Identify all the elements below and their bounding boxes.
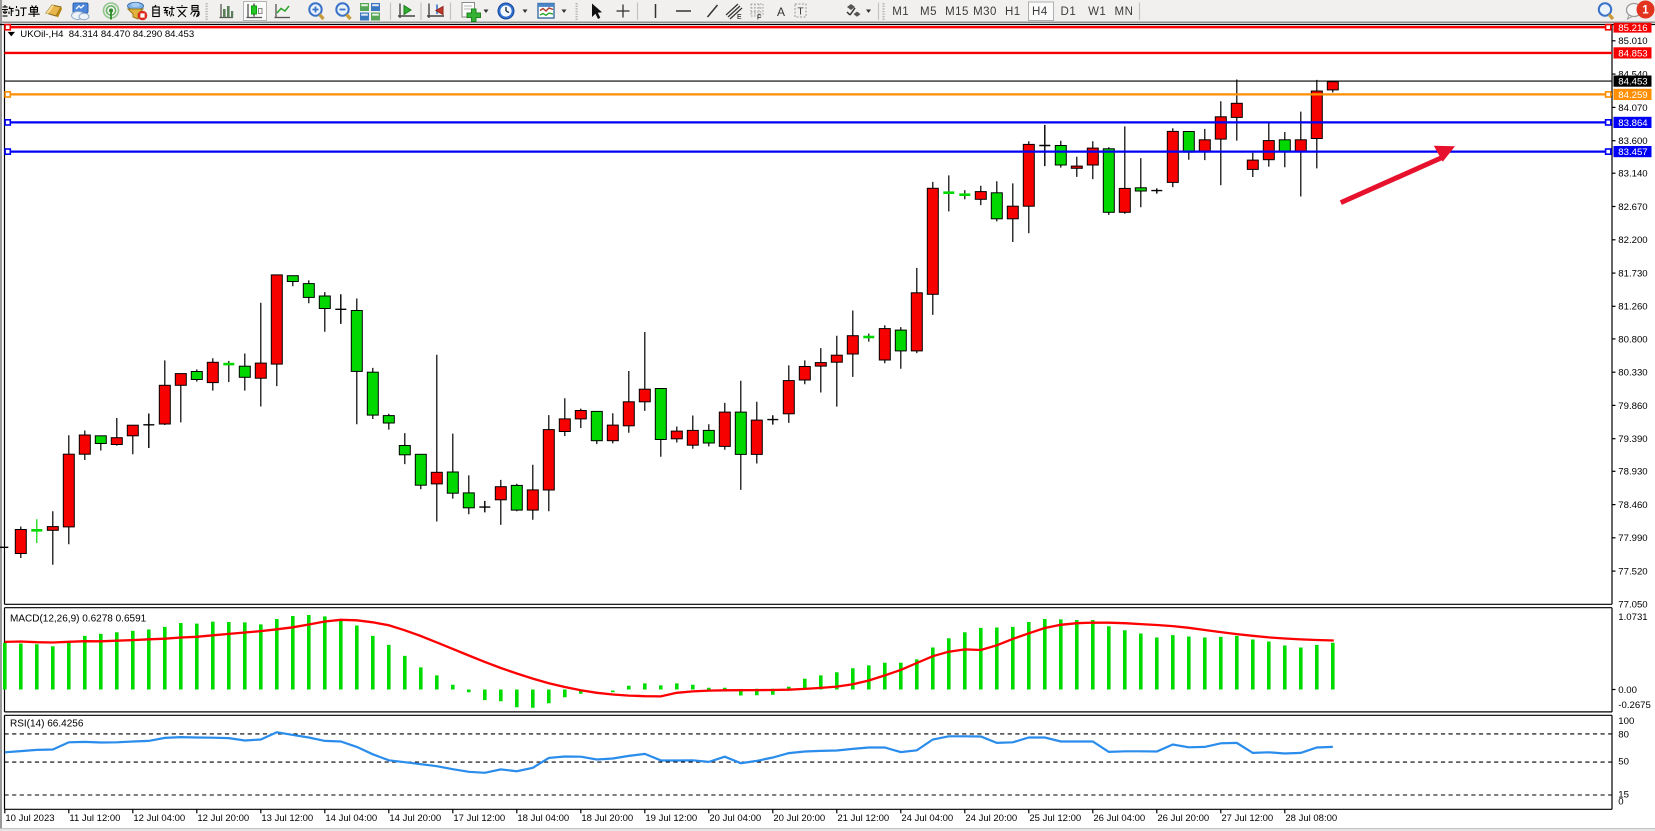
svg-text:100: 100	[1618, 716, 1634, 727]
svg-text:80: 80	[1618, 729, 1629, 740]
svg-text:21 Jul 12:00: 21 Jul 12:00	[837, 813, 889, 824]
svg-text:20 Jul 20:00: 20 Jul 20:00	[773, 813, 825, 824]
svg-text:11 Jul 12:00: 11 Jul 12:00	[69, 813, 120, 824]
svg-text:18 Jul 04:00: 18 Jul 04:00	[517, 813, 569, 824]
svg-text:84.853: 84.853	[1618, 48, 1647, 59]
svg-text:A: A	[777, 5, 785, 19]
svg-text:84.540: 84.540	[1618, 70, 1647, 81]
svg-text:85.010: 85.010	[1618, 36, 1647, 47]
svg-text:M1: M1	[892, 6, 909, 18]
svg-text:81.730: 81.730	[1618, 269, 1647, 280]
svg-text:12 Jul 04:00: 12 Jul 04:00	[133, 813, 185, 824]
svg-text:83.864: 83.864	[1618, 118, 1648, 129]
svg-text:24 Jul 04:00: 24 Jul 04:00	[901, 813, 953, 824]
svg-text:82.670: 82.670	[1618, 202, 1647, 213]
svg-text:82.200: 82.200	[1618, 235, 1647, 246]
svg-text:17 Jul 12:00: 17 Jul 12:00	[453, 813, 505, 824]
svg-text:27 Jul 12:00: 27 Jul 12:00	[1221, 813, 1273, 824]
svg-text:F: F	[757, 15, 761, 22]
svg-text:10 Jul 2023: 10 Jul 2023	[5, 813, 54, 824]
svg-text:28 Jul 08:00: 28 Jul 08:00	[1285, 813, 1337, 824]
svg-text:83.457: 83.457	[1618, 147, 1647, 158]
svg-text:UKOil-,H4 84.314 84.470 84.29: UKOil-,H4 84.314 84.470 84.290 84.453	[20, 29, 194, 40]
svg-text:83.600: 83.600	[1618, 136, 1647, 147]
svg-text:W1: W1	[1088, 6, 1106, 18]
svg-text:M30: M30	[973, 6, 997, 18]
svg-text:14 Jul 20:00: 14 Jul 20:00	[389, 813, 441, 824]
svg-text:1.0731: 1.0731	[1618, 612, 1647, 623]
svg-text:24 Jul 20:00: 24 Jul 20:00	[965, 813, 1017, 824]
svg-text:M5: M5	[920, 6, 937, 18]
svg-text:MN: MN	[1115, 6, 1134, 18]
svg-text:M15: M15	[945, 6, 969, 18]
svg-text:MACD(12,26,9) 0.6278 0.6591: MACD(12,26,9) 0.6278 0.6591	[10, 614, 147, 625]
svg-text:0.00: 0.00	[1618, 685, 1637, 696]
svg-text:81.260: 81.260	[1618, 302, 1647, 313]
svg-text:RSI(14) 66.4256: RSI(14) 66.4256	[10, 719, 84, 730]
svg-text:20 Jul 04:00: 20 Jul 04:00	[709, 813, 761, 824]
svg-text:13 Jul 12:00: 13 Jul 12:00	[261, 813, 313, 824]
svg-text:18 Jul 20:00: 18 Jul 20:00	[581, 813, 633, 824]
svg-text:15: 15	[1618, 789, 1629, 800]
svg-text:83.140: 83.140	[1618, 169, 1647, 180]
svg-text:T: T	[798, 7, 804, 18]
svg-text:1: 1	[1642, 5, 1649, 17]
svg-text:26 Jul 04:00: 26 Jul 04:00	[1093, 813, 1145, 824]
svg-text:78.460: 78.460	[1618, 500, 1647, 511]
svg-text:84.453: 84.453	[1618, 77, 1647, 88]
svg-text:-0.2675: -0.2675	[1618, 700, 1651, 711]
svg-text:79.390: 79.390	[1618, 434, 1647, 445]
svg-text:19 Jul 12:00: 19 Jul 12:00	[645, 813, 697, 824]
svg-text:14 Jul 04:00: 14 Jul 04:00	[325, 813, 377, 824]
svg-text:77.990: 77.990	[1618, 533, 1647, 544]
svg-text:25 Jul 12:00: 25 Jul 12:00	[1029, 813, 1081, 824]
svg-text:0: 0	[1618, 797, 1623, 808]
svg-text:H1: H1	[1005, 6, 1021, 18]
svg-text:85.216: 85.216	[1618, 23, 1647, 34]
svg-text:50: 50	[1618, 757, 1629, 768]
svg-text:12 Jul 20:00: 12 Jul 20:00	[197, 813, 249, 824]
svg-text:77.050: 77.050	[1618, 599, 1647, 610]
svg-text:84.070: 84.070	[1618, 103, 1647, 114]
svg-text:26 Jul 20:00: 26 Jul 20:00	[1157, 813, 1209, 824]
svg-text:77.520: 77.520	[1618, 567, 1647, 578]
svg-text:78.930: 78.930	[1618, 467, 1647, 478]
svg-text:84.259: 84.259	[1618, 90, 1647, 101]
svg-text:D1: D1	[1061, 6, 1077, 18]
svg-text:79.860: 79.860	[1618, 401, 1647, 412]
svg-text:80.330: 80.330	[1618, 368, 1647, 379]
svg-text:80.800: 80.800	[1618, 334, 1647, 345]
svg-text:H4: H4	[1032, 6, 1048, 18]
svg-text:E: E	[737, 14, 742, 21]
